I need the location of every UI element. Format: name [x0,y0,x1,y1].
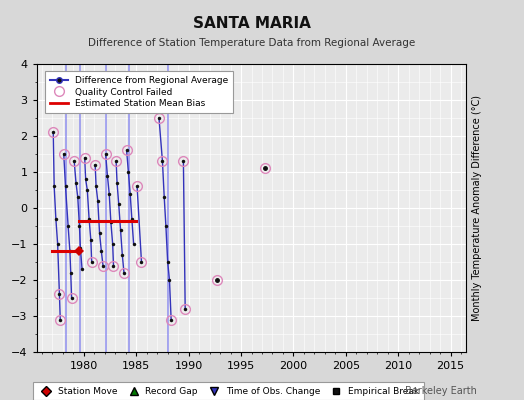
Legend: Station Move, Record Gap, Time of Obs. Change, Empirical Break: Station Move, Record Gap, Time of Obs. C… [32,382,424,400]
Text: Difference of Station Temperature Data from Regional Average: Difference of Station Temperature Data f… [88,38,415,48]
Y-axis label: Monthly Temperature Anomaly Difference (°C): Monthly Temperature Anomaly Difference (… [472,95,482,321]
Text: Berkeley Earth: Berkeley Earth [405,386,477,396]
Text: SANTA MARIA: SANTA MARIA [193,16,310,31]
